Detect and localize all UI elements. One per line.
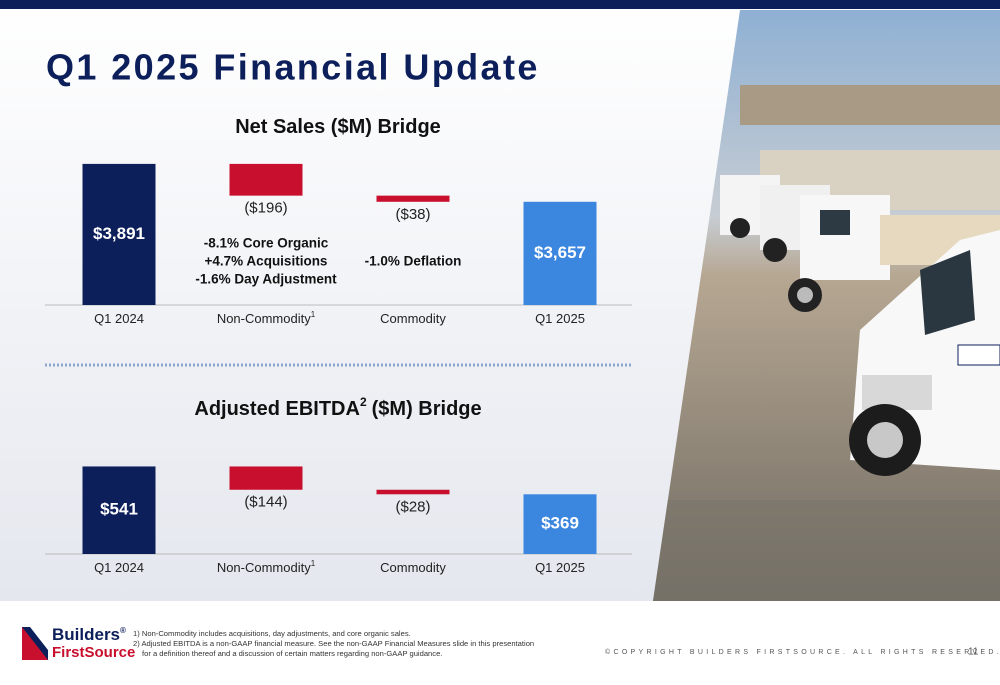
category-label: Non-Commodity1 (217, 559, 316, 575)
chart-title-note: 2 (360, 395, 367, 409)
category-text: Q1 2025 (535, 311, 585, 326)
category-label: Q1 2025 (535, 560, 585, 575)
category-label: Q1 2025 (535, 311, 585, 326)
chart-title-text: Adjusted EBITDA (194, 398, 360, 420)
top-bar (0, 0, 1000, 9)
category-label: Q1 2024 (94, 560, 144, 575)
annotation: -8.1% Core Organic (204, 236, 329, 251)
value-label: ($144) (244, 494, 287, 511)
page-number: 11 (968, 647, 979, 658)
category-text: Q1 2024 (94, 311, 144, 326)
category-text: Commodity (380, 311, 446, 326)
copyright: ©COPYRIGHT BUILDERS FIRSTSOURCE. ALL RIG… (605, 648, 1000, 656)
chart-title: Adjusted EBITDA2 ($M) Bridge (194, 395, 481, 420)
annotation: +4.7% Acquisitions (205, 254, 328, 269)
logo-mark: ® (120, 626, 126, 635)
footnote: 1) Non-Commodity includes acquisitions, … (133, 629, 411, 638)
value-label: $3,891 (93, 224, 145, 243)
bar (82, 163, 156, 305)
bar (229, 466, 303, 490)
bar (376, 195, 450, 202)
value-label: ($196) (244, 200, 287, 217)
category-text: Non-Commodity (217, 560, 311, 575)
value-label: $3,657 (534, 243, 586, 262)
category-note: 1 (311, 310, 316, 319)
logo-text: Builders® (52, 625, 126, 644)
category-text: Q1 2024 (94, 560, 144, 575)
category-note: 1 (311, 559, 316, 568)
bar (523, 494, 597, 554)
annotation: -1.6% Day Adjustment (195, 272, 337, 287)
value-label: ($28) (395, 498, 430, 515)
category-label: Commodity (380, 311, 446, 326)
footer-band (0, 601, 1000, 685)
chart-title: Net Sales ($M) Bridge (235, 116, 441, 138)
bar (82, 466, 156, 554)
value-label: $541 (100, 500, 138, 519)
category-text: Commodity (380, 560, 446, 575)
bar (523, 201, 597, 305)
footnote: 2) Adjusted EBITDA is a non-GAAP financi… (133, 639, 535, 658)
value-label: ($38) (395, 206, 430, 223)
annotation: -1.0% Deflation (365, 254, 462, 269)
category-text: Non-Commodity (217, 311, 311, 326)
chart-title-text: ($M) Bridge (372, 398, 482, 420)
category-label: Q1 2024 (94, 311, 144, 326)
slide-title: Q1 2025 Financial Update (46, 47, 540, 88)
category-label: Commodity (380, 560, 446, 575)
footnotes: 1) Non-Commodity includes acquisitions, … (133, 629, 543, 659)
category-label: Non-Commodity1 (217, 310, 316, 326)
logo: Builders® FirstSource (22, 625, 135, 661)
bar (376, 489, 450, 495)
chart-title-text: Net Sales ($M) Bridge (235, 116, 441, 138)
category-text: Q1 2025 (535, 560, 585, 575)
logo-line: Builders (52, 625, 120, 644)
value-label: $369 (541, 514, 579, 533)
bar (229, 163, 303, 196)
logo-line: FirstSource (52, 644, 135, 661)
